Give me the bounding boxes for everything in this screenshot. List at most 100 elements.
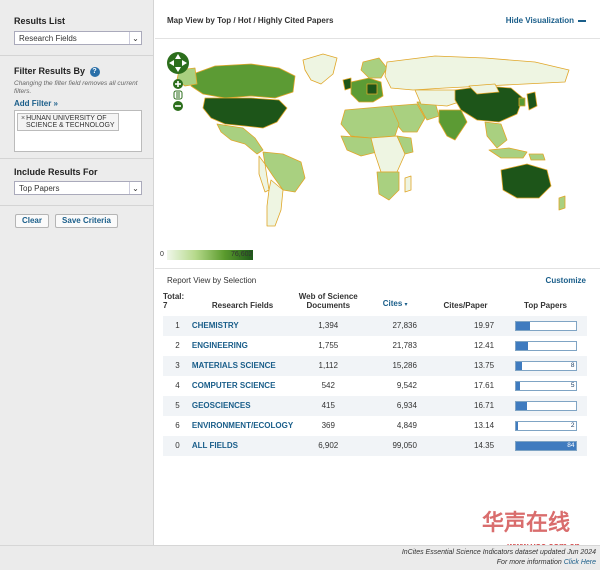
hide-visualization-button[interactable]: Hide Visualization [506, 16, 586, 25]
footer: InCites Essential Science Indicators dat… [0, 545, 600, 570]
header-cites[interactable]: Cites ▾ [363, 292, 427, 316]
row-field: ENVIRONMENT/ECOLOGY [192, 416, 293, 436]
results-list-value: Research Fields [19, 34, 77, 43]
row-docs: 1,755 [318, 341, 339, 350]
table-row[interactable]: 1 CHEMISTRY 1,394 27,836 19.97 19 [163, 316, 587, 336]
row-cites: 6,934 [363, 396, 427, 416]
top-papers-bar-fill [515, 402, 527, 410]
footer-dataset-note: InCites Essential Science Indicators dat… [401, 549, 596, 556]
table-row[interactable]: 5 GEOSCIENCES 415 6,934 16.71 15 [163, 396, 587, 416]
header-fields[interactable]: Research Fields [211, 301, 274, 310]
help-icon[interactable]: ? [89, 66, 100, 77]
row-field: MATERIALS SCIENCE [191, 356, 294, 376]
include-title: Include Results For [14, 167, 98, 177]
table-row[interactable]: 4 COMPUTER SCIENCE 542 9,542 17.61 5 [163, 376, 587, 396]
top-papers-bar: 5 [514, 381, 577, 391]
row-cpp: 19.97 [426, 316, 505, 336]
row-field-link[interactable]: CHEMISTRY [191, 321, 239, 330]
map-region-korea [518, 97, 526, 107]
map-region-andes [258, 155, 270, 193]
table-row[interactable]: 2 ENGINEERING 1,755 21,783 12.41 17 [163, 336, 587, 356]
sidebar-divider [0, 205, 154, 206]
map-region-india [438, 109, 468, 141]
row-cites: 21,783 [392, 341, 417, 350]
map-region-canada [190, 63, 296, 99]
close-icon[interactable]: × [21, 114, 26, 122]
sidebar-divider [0, 158, 154, 159]
map-title: Map View by Top / Hot / Highly Cited Pap… [167, 16, 334, 25]
footer-click-here-link[interactable]: Click Here [563, 559, 596, 566]
zoom-out-icon[interactable] [173, 101, 183, 111]
row-docs: 415 [293, 396, 364, 416]
top-papers-bar-fill [515, 322, 530, 330]
row-field-link[interactable]: COMPUTER SCIENCE [191, 381, 276, 390]
report-title: Report View by Selection [167, 276, 257, 285]
table-row[interactable]: 0 ALL FIELDS 6,902 99,050 14.35 84 [163, 436, 587, 456]
zoom-in-icon[interactable] [173, 79, 183, 89]
top-papers-bar-fill [515, 442, 576, 450]
row-field-link[interactable]: MATERIALS SCIENCE [191, 361, 276, 370]
row-top: 2 [504, 416, 587, 436]
map-region-north-africa [340, 105, 400, 139]
row-top: 8 [504, 356, 587, 376]
results-list-select[interactable]: Research Fields ⌄ [14, 31, 142, 45]
top-papers-bar-fill [515, 342, 528, 350]
map-region-scandinavia [360, 57, 388, 79]
include-select[interactable]: Top Papers ⌄ [14, 181, 142, 195]
save-criteria-button[interactable]: Save Criteria [55, 214, 118, 228]
row-docs: 369 [321, 421, 335, 430]
map-region-new-zealand [558, 195, 566, 211]
top-papers-value: 15 [567, 402, 575, 409]
row-field: CHEMISTRY [191, 316, 294, 336]
pan-control[interactable] [167, 52, 189, 74]
row-field: ENGINEERING [192, 336, 293, 356]
row-docs: 1,394 [293, 316, 364, 336]
row-field-link[interactable]: GEOSCIENCES [191, 401, 251, 410]
row-rank: 6 [175, 421, 180, 430]
filter-title: Filter Results By [14, 66, 86, 76]
row-rank: 3 [163, 356, 192, 376]
include-value: Top Papers [19, 184, 60, 193]
top-papers-value: 2 [570, 422, 575, 429]
results-list-title: Results List [14, 16, 66, 26]
row-field-link[interactable]: ENVIRONMENT/ECOLOGY [191, 421, 294, 430]
row-field: ALL FIELDS [191, 436, 294, 456]
map-region-uk [342, 77, 352, 91]
row-rank: 2 [175, 341, 180, 350]
row-cites: 27,836 [363, 316, 427, 336]
table-row[interactable]: 3 MATERIALS SCIENCE 1,112 15,286 13.75 8 [163, 356, 587, 376]
map-region-southern-africa [376, 171, 400, 201]
filter-chip[interactable]: ×HUNAN UNIVERSITY OF SCIENCE & TECHNOLOG… [17, 112, 119, 131]
zoom-slider[interactable] [173, 90, 183, 100]
minus-icon [578, 19, 586, 22]
map-region-indonesia [488, 147, 528, 159]
table-row[interactable]: 6 ENVIRONMENT/ECOLOGY 369 4,849 13.14 2 [163, 416, 587, 436]
header-top[interactable]: Top Papers [524, 301, 568, 310]
legend-min: 0 [160, 251, 164, 258]
map-region-brazil [262, 151, 306, 193]
top-papers-value: 19 [567, 322, 575, 329]
top-papers-value: 17 [567, 342, 575, 349]
add-filter-link[interactable]: Add Filter » [14, 98, 59, 108]
row-field-link[interactable]: ENGINEERING [191, 341, 248, 350]
world-map-svg[interactable] [155, 40, 600, 264]
filter-box: ×HUNAN UNIVERSITY OF SCIENCE & TECHNOLOG… [14, 109, 142, 152]
sidebar: Results List Research Fields ⌄ Filter Re… [0, 0, 154, 570]
top-papers-value: 5 [570, 382, 575, 389]
top-papers-bar-fill [515, 362, 522, 370]
map-region-papua [528, 153, 546, 161]
legend-bar [167, 250, 253, 260]
chevron-down-icon: ⌄ [129, 182, 141, 194]
row-field-link[interactable]: ALL FIELDS [191, 441, 238, 450]
map-region-japan [526, 91, 538, 111]
row-cpp: 12.41 [474, 341, 495, 350]
map-region-greenland [302, 53, 338, 85]
world-map[interactable] [155, 40, 600, 264]
row-cpp: 14.35 [426, 436, 505, 456]
header-docs[interactable]: Web of Science Documents [298, 292, 358, 310]
customize-link[interactable]: Customize [545, 276, 586, 285]
clear-button[interactable]: Clear [15, 214, 49, 228]
top-papers-value: 84 [567, 442, 575, 449]
legend-max: 76,602 [231, 251, 253, 258]
header-cpp[interactable]: Cites/Paper [443, 301, 488, 310]
